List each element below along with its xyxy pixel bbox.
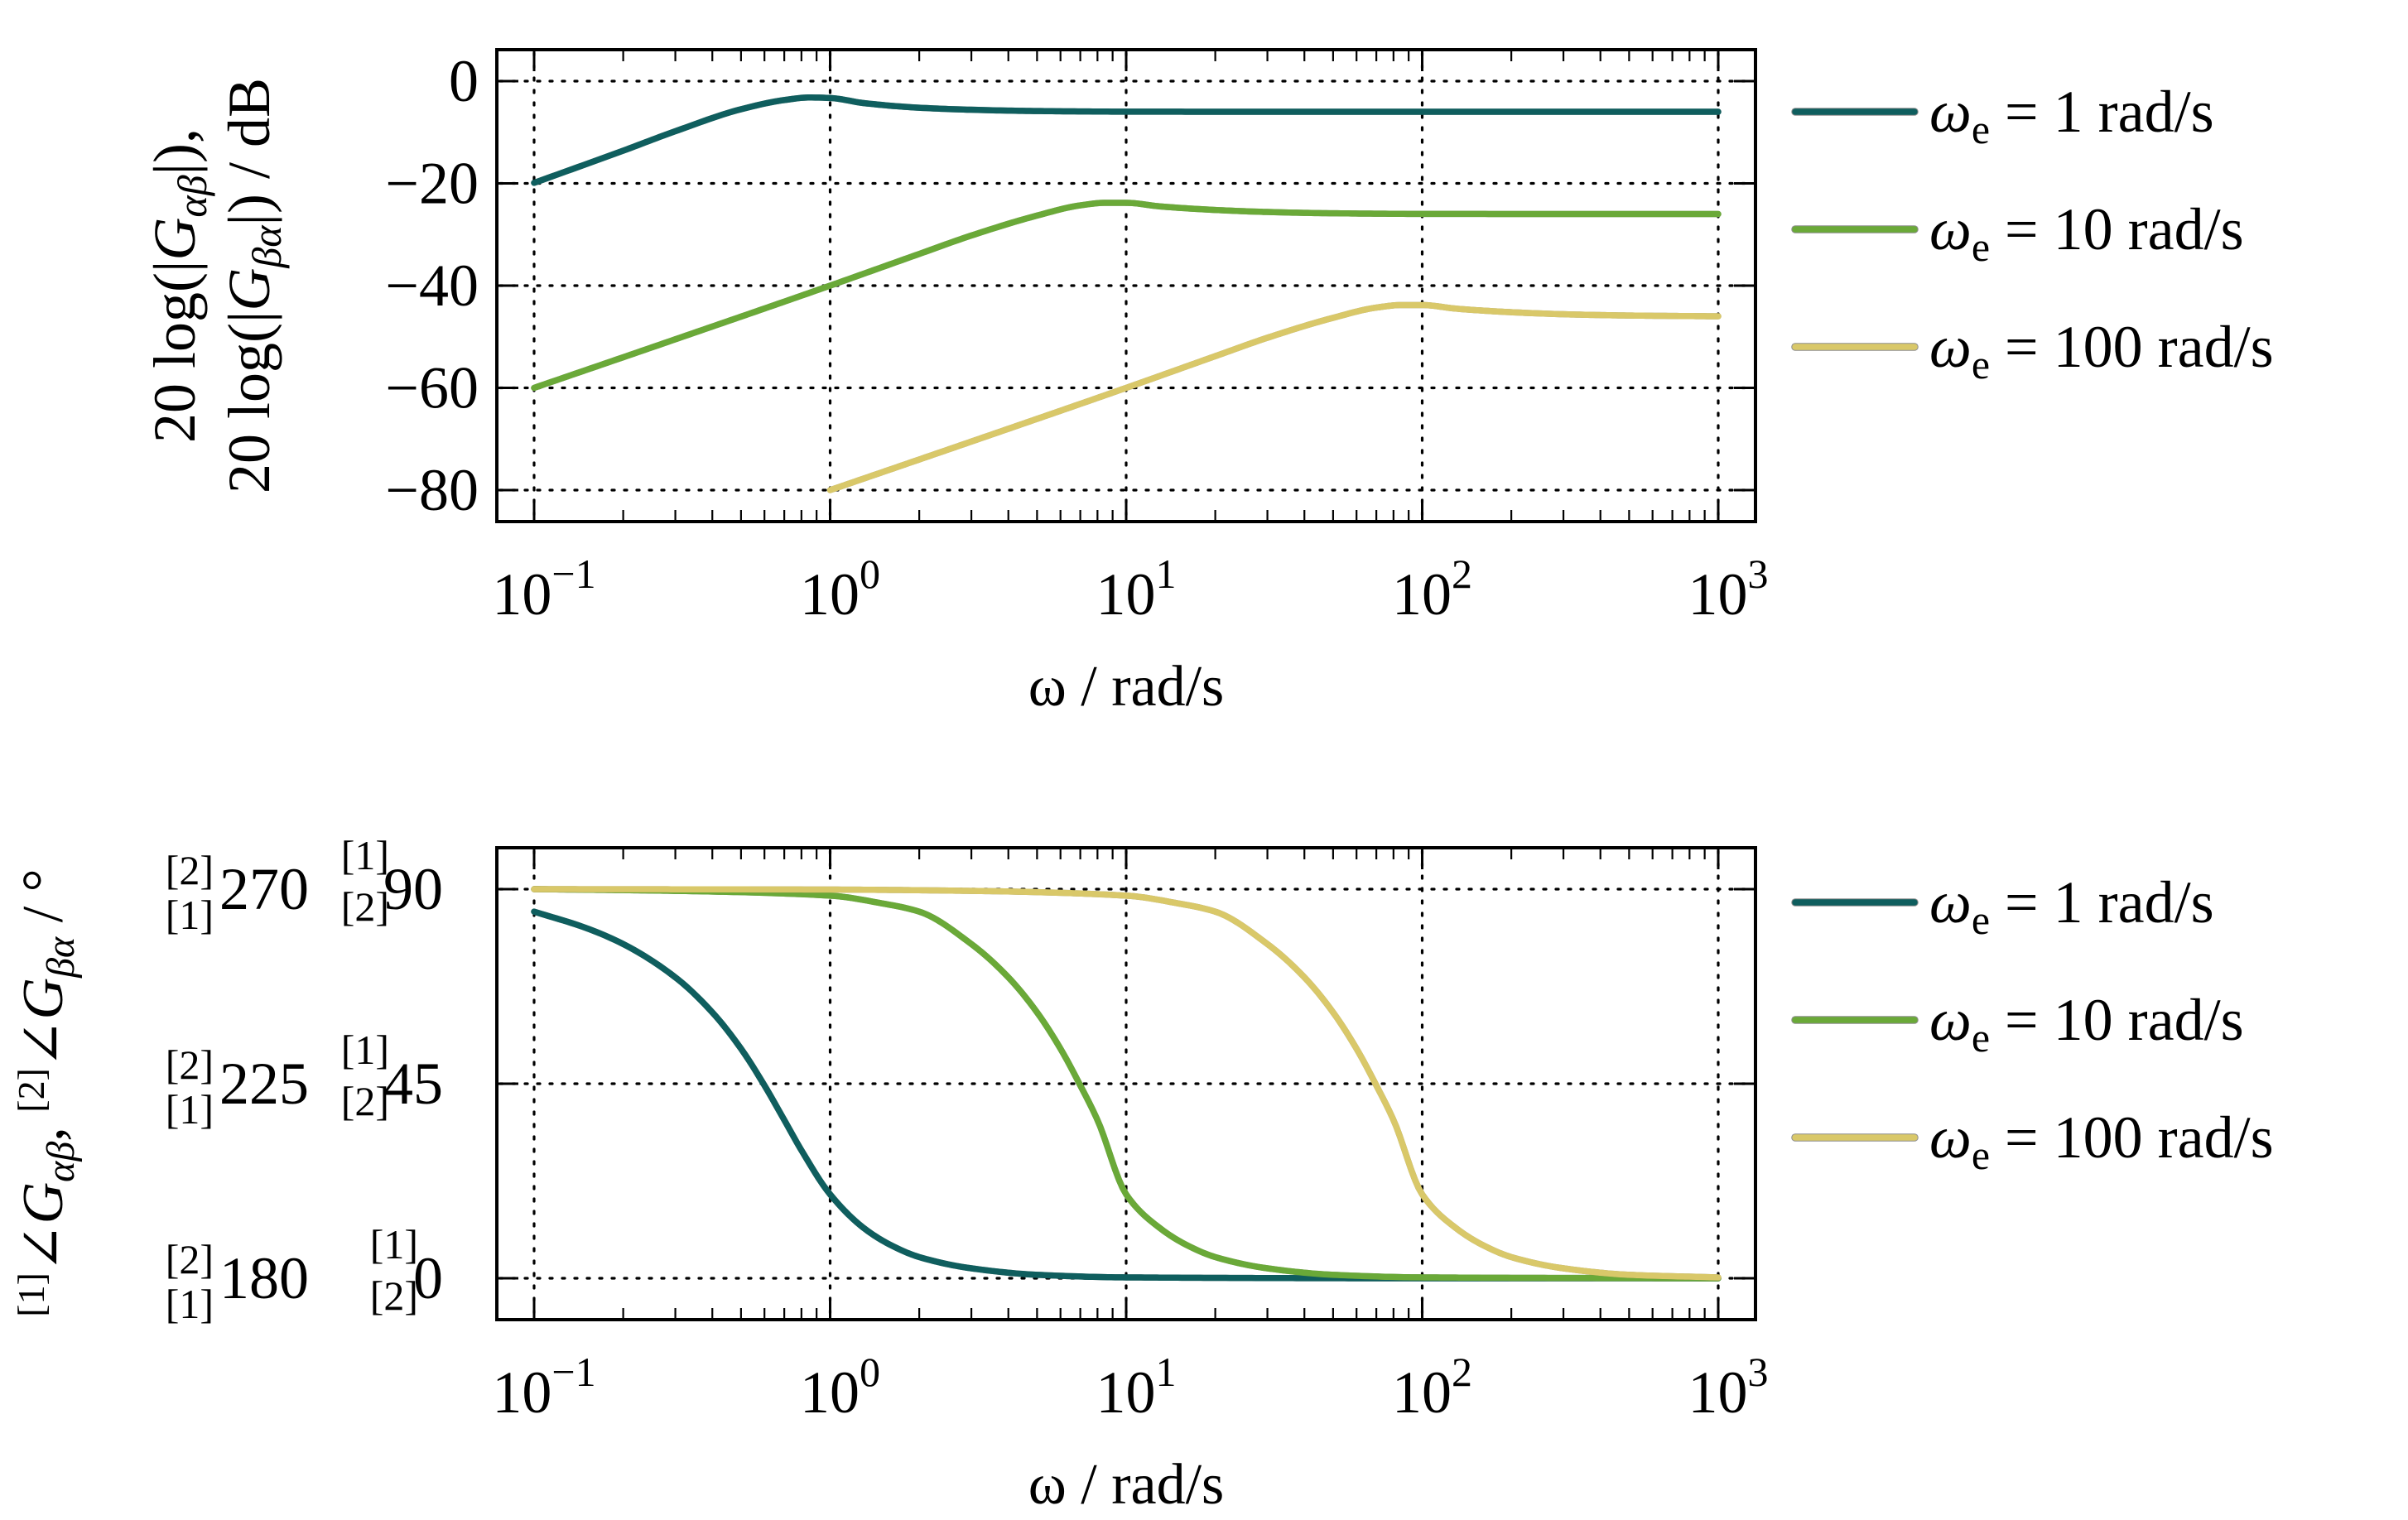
phase-ticks (497, 848, 1755, 1320)
y-tick-tag: [2] (166, 1236, 214, 1282)
phase-y-axis-label: [1]∠Gαβ, [2]∠Gβα / ° (10, 868, 83, 1316)
y-tick-tag: [1] (341, 832, 389, 878)
series-line-3 (531, 886, 1722, 1281)
magnitude-ticks (497, 50, 1755, 522)
legend-label: ωe = 100 rad/s (1929, 314, 2274, 387)
phase-axes-frame (495, 846, 1757, 1321)
y-tick-tag: [2] (341, 1078, 389, 1124)
x-tick-label: 100 (800, 551, 880, 628)
y-tick-tag: [2] (370, 1272, 418, 1319)
y-tick-tag: [1] (370, 1221, 418, 1267)
y-tick-tag: [2] (166, 847, 214, 893)
x-tick-label: 102 (1392, 551, 1472, 628)
magnitude-legend: ωe = 1 rad/s ωe = 10 rad/s ωe = 100 rad/s (1791, 79, 2274, 387)
magnitude-y-axis-label: 20 log(|Gαβ|), 20 log(|Gβα|) / dB (142, 78, 290, 493)
x-tick-label: 100 (800, 1349, 880, 1426)
magnitude-axes-frame (495, 48, 1757, 523)
phase-plot: [2][1] 270 90[1][2][2][1] 225 45[1][2][2][1]… (10, 832, 2274, 1517)
x-tick-label: 10−1 (492, 551, 595, 628)
magnitude-y-axis-label-line2: 20 log(|Gβα|) / dB (216, 78, 290, 493)
x-tick-label: 101 (1096, 551, 1177, 628)
x-tick-label: 103 (1688, 551, 1769, 628)
y-tick-tag: [1] (341, 1027, 389, 1073)
y-tick-label: −20 (385, 151, 479, 217)
legend-label: ωe = 10 rad/s (1929, 196, 2244, 270)
y-tick-tag: [2] (341, 883, 389, 930)
x-tick-label: 10−1 (492, 1349, 595, 1426)
legend-label: ωe = 100 rad/s (1929, 1104, 2274, 1178)
y-tick-label-outer: 225 (219, 1051, 309, 1117)
series-line-3 (826, 301, 1722, 493)
magnitude-y-tick-labels: 0 −20 −40 −60 −80 (385, 48, 479, 523)
y-tick-label-outer: 270 (219, 856, 309, 922)
x-tick-label: 102 (1392, 1349, 1472, 1426)
y-tick-label-outer: 180 (219, 1245, 309, 1311)
y-tick-tag: [1] (166, 1281, 214, 1327)
magnitude-y-axis-label-line1: 20 log(|Gαβ|), (142, 128, 215, 443)
magnitude-curves (531, 94, 1722, 493)
y-tick-label-inner: 90 (383, 856, 443, 922)
y-tick-label-inner: 45 (383, 1051, 443, 1117)
y-tick-label-inner: 0 (413, 1245, 443, 1311)
phase-y-tick-labels: [2][1] 270 90[1][2][2][1] 225 45[1][2][2][1]… (166, 832, 443, 1327)
legend-label: ωe = 1 rad/s (1929, 79, 2214, 152)
x-tick-label: 101 (1096, 1349, 1177, 1426)
series-line-2 (531, 200, 1722, 392)
series-line-1 (531, 94, 1722, 186)
y-tick-label: −80 (385, 457, 479, 523)
y-tick-tag: [2] (166, 1041, 214, 1088)
magnitude-plot: 0 −20 −40 −60 −80 10−1 100 101 102 103 ω / rad/s… (142, 48, 2274, 719)
legend-label: ωe = 10 rad/s (1929, 987, 2244, 1061)
phase-x-tick-labels: 10−1 100 101 102 103 (492, 1349, 1768, 1426)
phase-curves (531, 886, 1722, 1282)
phase-legend: ωe = 1 rad/s ωe = 10 rad/s ωe = 100 rad/s (1791, 869, 2274, 1178)
x-tick-label: 103 (1688, 1349, 1769, 1426)
magnitude-grid (498, 51, 1754, 520)
y-tick-label: −40 (385, 253, 479, 319)
phase-x-axis-label: ω / rad/s (1028, 1453, 1225, 1517)
magnitude-x-tick-labels: 10−1 100 101 102 103 (492, 551, 1768, 628)
y-tick-tag: [1] (166, 1086, 214, 1133)
magnitude-x-axis-label: ω / rad/s (1028, 655, 1225, 719)
y-tick-label: 0 (449, 48, 479, 114)
y-tick-tag: [1] (166, 892, 214, 938)
y-tick-label: −60 (385, 355, 479, 421)
legend-label: ωe = 1 rad/s (1929, 869, 2214, 943)
